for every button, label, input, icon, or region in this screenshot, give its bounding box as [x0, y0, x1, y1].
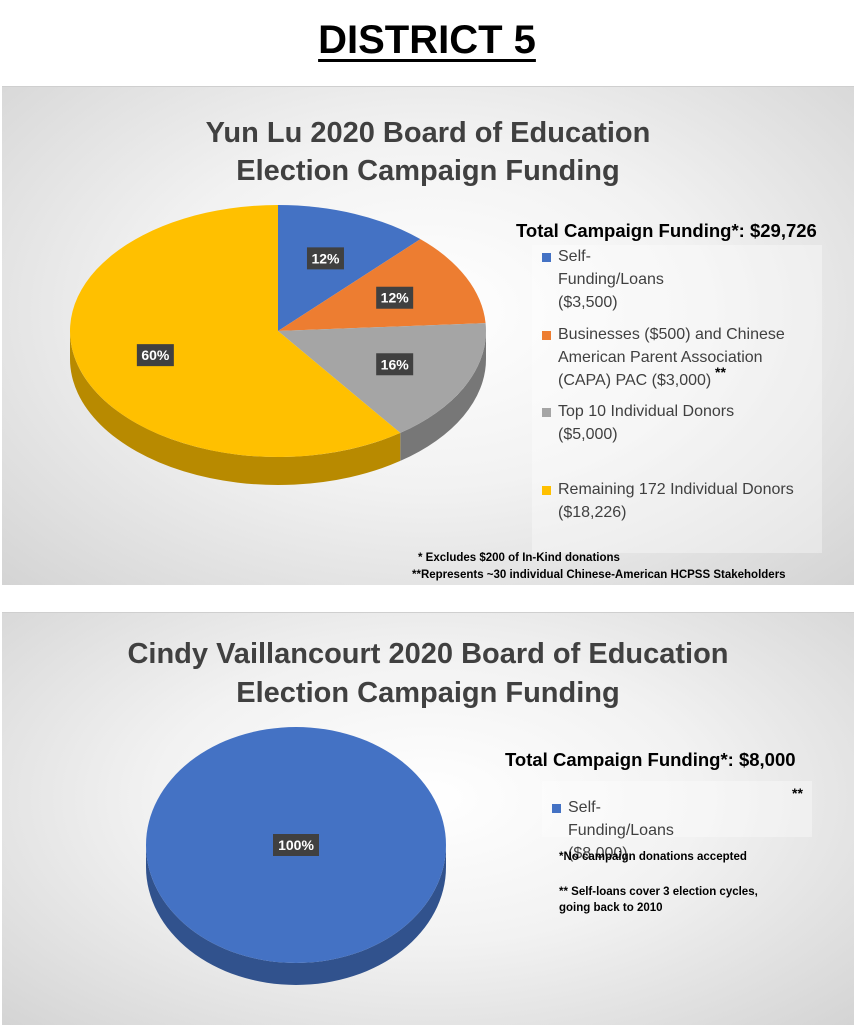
legend-swatch [542, 253, 551, 262]
chart-title-line-2: Election Campaign Funding [236, 677, 620, 709]
yun-lu-chart-panel: Yun Lu 2020 Board of Education Election … [2, 86, 854, 585]
data-label-box [306, 247, 344, 270]
chart-title-line-1: Cindy Vaillancourt 2020 Board of Educati… [127, 638, 729, 670]
footnote-3: going back to 2010 [559, 902, 663, 914]
slice-3-side [400, 331, 486, 461]
data-label-slice-1: 12% [306, 247, 344, 270]
page-title: DISTRICT 5 [318, 18, 536, 62]
data-label-box [376, 353, 414, 376]
legend-swatch [552, 804, 561, 813]
data-label-box [376, 286, 414, 309]
slice-2-top [278, 239, 486, 331]
legend-footnote-marker: ** [792, 785, 803, 801]
slice-3-top [278, 323, 486, 433]
slice-4-side [70, 331, 401, 485]
data-label-slice-2: 12% [376, 286, 414, 309]
total-funding-label: Total Campaign Funding*: $29,726 [516, 220, 817, 241]
cindy-vaillancourt-pie-chart: 100% [146, 727, 446, 985]
footnote-2: **Represents ~30 individual Chinese-Amer… [412, 569, 786, 581]
total-funding-label: Total Campaign Funding*: $8,000 [505, 749, 796, 770]
data-label-text: 100% [278, 837, 314, 853]
legend: Self-Funding/Loans ($8,000) [542, 781, 812, 862]
chart-title-line-1: Yun Lu 2020 Board of Education [205, 117, 651, 149]
footnote-1: * Excludes $200 of In-Kind donations [418, 552, 620, 564]
data-label-text: 12% [311, 250, 340, 266]
slice-4-top [69, 205, 401, 457]
legend: Self-Funding/Loans ($3,500) Businesses (… [532, 245, 822, 553]
legend-swatch [542, 408, 551, 417]
data-label-slice-4: 60% [136, 344, 174, 367]
legend-footnote-marker: ** [715, 364, 726, 380]
chart-title-line-2: Election Campaign Funding [236, 155, 620, 187]
slice-1-side [146, 845, 446, 985]
legend-swatch [542, 486, 551, 495]
footnote-1: *No campaign donations accepted [559, 851, 747, 863]
data-label-text: 12% [381, 290, 410, 306]
slice-1-top [278, 205, 421, 331]
data-label-text: 60% [141, 347, 170, 363]
footnote-2: ** Self-loans cover 3 election cycles, [559, 886, 758, 898]
data-label-slice-1: 100% [273, 834, 319, 856]
data-label-box [273, 834, 319, 856]
cindy-vaillancourt-chart-panel: Cindy Vaillancourt 2020 Board of Educati… [2, 612, 854, 1025]
data-label-slice-3: 16% [376, 353, 414, 376]
yun-lu-pie-chart: 12% 12% 16% 60% [69, 205, 486, 485]
data-label-text: 16% [381, 356, 410, 372]
data-label-box [136, 344, 174, 367]
legend-swatch [542, 331, 551, 340]
